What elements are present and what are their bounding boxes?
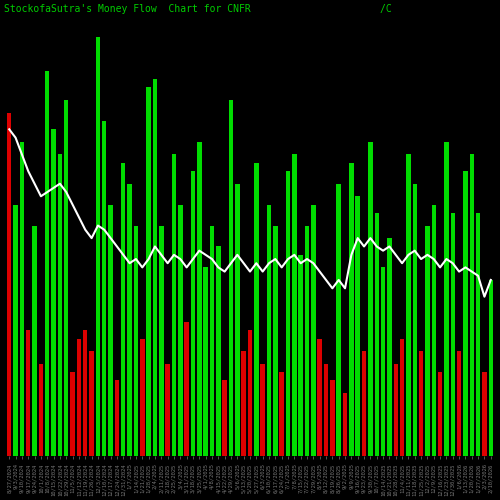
Bar [324,364,328,456]
Bar [267,204,271,456]
Bar [26,330,30,456]
Bar [356,196,360,456]
Bar [488,280,493,456]
Bar [14,204,18,456]
Bar [38,364,43,456]
Bar [222,380,227,456]
Bar [336,184,341,456]
Bar [394,364,398,456]
Bar [172,154,176,456]
Bar [229,100,233,456]
Bar [235,184,240,456]
Bar [64,100,68,456]
Bar [381,268,386,456]
Bar [20,142,24,456]
Bar [248,330,252,456]
Bar [90,351,94,456]
Bar [121,163,126,456]
Bar [32,226,37,456]
Bar [197,142,202,456]
Bar [305,226,309,456]
Bar [242,351,246,456]
Bar [216,246,220,456]
Text: StockofaSutra's Money Flow  Chart for CNFR                      /C              : StockofaSutra's Money Flow Chart for CNF… [4,4,500,14]
Bar [463,171,468,456]
Bar [152,79,157,456]
Bar [482,372,486,456]
Bar [425,226,430,456]
Bar [476,213,480,456]
Bar [406,154,410,456]
Bar [52,130,56,456]
Bar [108,204,113,456]
Bar [70,372,75,456]
Bar [362,351,366,456]
Bar [7,112,12,456]
Bar [457,351,462,456]
Bar [166,364,170,456]
Bar [102,121,106,456]
Bar [286,171,290,456]
Bar [298,255,303,456]
Bar [438,372,442,456]
Bar [400,338,404,456]
Bar [191,171,195,456]
Bar [128,184,132,456]
Bar [374,213,379,456]
Bar [450,213,455,456]
Bar [280,372,284,456]
Bar [184,322,189,456]
Bar [444,142,448,456]
Bar [292,154,296,456]
Bar [412,184,417,456]
Bar [330,380,334,456]
Bar [343,393,347,456]
Bar [140,338,144,456]
Bar [114,380,119,456]
Bar [311,204,316,456]
Bar [58,154,62,456]
Bar [76,338,81,456]
Bar [96,38,100,456]
Bar [83,330,87,456]
Bar [318,338,322,456]
Bar [45,70,50,456]
Bar [273,226,278,456]
Bar [146,88,151,456]
Bar [470,154,474,456]
Bar [134,226,138,456]
Bar [387,238,392,456]
Bar [419,351,424,456]
Bar [349,163,354,456]
Bar [159,226,164,456]
Bar [210,226,214,456]
Bar [260,364,265,456]
Bar [368,142,372,456]
Bar [254,163,258,456]
Bar [178,204,182,456]
Bar [432,204,436,456]
Bar [204,268,208,456]
